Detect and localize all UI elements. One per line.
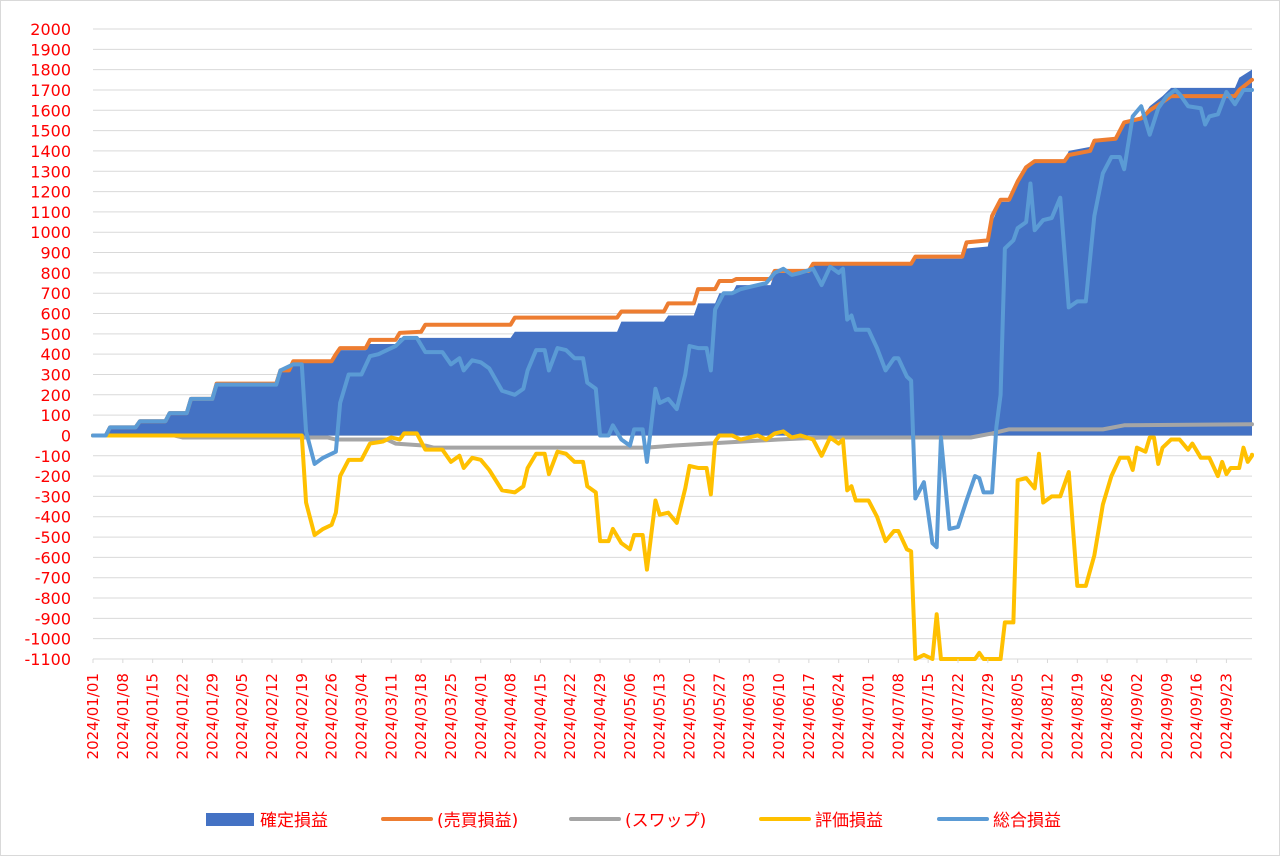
y-tick-label: 1700 xyxy=(30,81,71,100)
y-tick-label: -300 xyxy=(35,487,71,506)
x-tick-label: 2024/05/06 xyxy=(621,673,639,759)
y-tick-label: 1500 xyxy=(30,122,71,141)
x-tick-label: 2024/08/19 xyxy=(1068,673,1086,759)
line-layer xyxy=(91,77,1254,661)
y-tick-label: -600 xyxy=(35,548,71,567)
y-tick-label: 1200 xyxy=(30,183,71,202)
y-tick-label: 2000 xyxy=(30,20,71,39)
x-tick-label: 2024/07/29 xyxy=(979,673,997,759)
x-tick-label: 2024/08/26 xyxy=(1098,673,1116,759)
y-tick-label: 1100 xyxy=(30,203,71,222)
x-tick-label: 2024/04/08 xyxy=(502,673,520,759)
x-tick-label: 2024/07/22 xyxy=(949,673,967,759)
x-tick-label: 2024/07/15 xyxy=(919,673,937,759)
x-tick-label: 2024/03/25 xyxy=(442,673,460,759)
y-tick-label: -500 xyxy=(35,528,71,547)
y-tick-label: 500 xyxy=(40,325,71,344)
y-tick-label: 1000 xyxy=(30,223,71,242)
y-tick-label: -400 xyxy=(35,508,71,527)
y-tick-label: 600 xyxy=(40,305,71,324)
x-tick-label: 2024/01/22 xyxy=(173,673,191,759)
x-tick-label: 2024/06/24 xyxy=(830,673,848,759)
x-tick-label: 2024/02/19 xyxy=(293,673,311,759)
series-line-4 xyxy=(91,87,1254,550)
x-tick-label: 2024/06/03 xyxy=(740,673,758,759)
x-tick-label: 2024/09/23 xyxy=(1217,673,1235,759)
y-tick-label: 0 xyxy=(61,426,71,445)
y-tick-label: 300 xyxy=(40,365,71,384)
x-tick-label: 2024/05/27 xyxy=(710,673,728,759)
y-tick-label: 1400 xyxy=(30,142,71,161)
x-tick-label: 2024/01/29 xyxy=(203,673,221,759)
x-tick-label: 2024/03/18 xyxy=(412,673,430,759)
x-tick-label: 2024/09/16 xyxy=(1188,673,1206,759)
y-tick-label: 100 xyxy=(40,406,71,425)
y-tick-label: 700 xyxy=(40,284,71,303)
series-line-2 xyxy=(91,422,1254,450)
y-tick-label: 200 xyxy=(40,386,71,405)
x-tick-label: 2024/06/17 xyxy=(800,673,818,759)
legend-label: (売買損益) xyxy=(437,811,518,831)
x-tick-label: 2024/08/05 xyxy=(1009,673,1027,759)
y-tick-label: 1300 xyxy=(30,162,71,181)
x-tick-label: 2024/07/08 xyxy=(889,673,907,759)
legend-label: 総合損益 xyxy=(993,811,1061,831)
x-tick-label: 2024/07/01 xyxy=(860,673,878,759)
y-tick-label: -100 xyxy=(35,447,71,466)
legend-label: 評価損益 xyxy=(815,811,883,831)
legend-swatch xyxy=(206,813,254,826)
x-tick-label: 2024/04/22 xyxy=(561,673,579,759)
x-tick-label: 2024/03/11 xyxy=(382,673,400,759)
area-layer xyxy=(93,69,1252,436)
y-tick-label: -1100 xyxy=(25,650,72,669)
y-tick-label: 800 xyxy=(40,264,71,283)
series-line-3 xyxy=(91,429,1254,661)
y-tick-label: -900 xyxy=(35,609,71,628)
x-tick-label: 2024/01/08 xyxy=(114,673,132,759)
y-tick-label: -1000 xyxy=(25,630,72,649)
x-tick-label: 2024/05/13 xyxy=(651,673,669,759)
y-tick-label: 400 xyxy=(40,345,71,364)
x-tick-label: 2024/02/12 xyxy=(263,673,281,759)
x-tick-label: 2024/04/01 xyxy=(472,673,490,759)
x-tick-label: 2024/01/01 xyxy=(84,673,102,759)
x-tick-label: 2024/03/04 xyxy=(352,673,370,759)
y-tick-label: -200 xyxy=(35,467,71,486)
x-tick-label: 2024/08/12 xyxy=(1038,673,1056,759)
y-tick-label: -800 xyxy=(35,589,71,608)
x-tick-label: 2024/04/15 xyxy=(531,673,549,759)
x-axis-tick-labels: 2024/01/01 2024/01/08 2024/01/15 2024/01/22… xyxy=(84,659,1235,759)
legend-label: 確定損益 xyxy=(260,811,328,831)
y-axis-tick-labels: -1100-1000-900-800-700-600-500-400-300-2… xyxy=(25,20,72,669)
y-tick-label: 900 xyxy=(40,244,71,263)
y-tick-label: 1900 xyxy=(30,40,71,59)
x-tick-label: 2024/02/05 xyxy=(233,673,251,759)
legend: 確定損益 (売買損益) (スワップ) 評価損益 総合損益 xyxy=(206,811,1061,831)
x-tick-label: 2024/01/15 xyxy=(144,673,162,759)
x-tick-label: 2024/09/02 xyxy=(1128,673,1146,759)
x-tick-label: 2024/09/09 xyxy=(1158,673,1176,759)
y-tick-label: 1600 xyxy=(30,101,71,120)
legend-label: (スワップ) xyxy=(625,811,706,831)
x-tick-label: 2024/05/20 xyxy=(681,673,699,759)
x-tick-label: 2024/02/26 xyxy=(323,673,341,759)
x-tick-label: 2024/04/29 xyxy=(591,673,609,759)
series-area-kakutei xyxy=(93,69,1252,436)
y-tick-label: -700 xyxy=(35,569,71,588)
x-tick-label: 2024/06/10 xyxy=(770,673,788,759)
y-tick-label: 1800 xyxy=(30,61,71,80)
